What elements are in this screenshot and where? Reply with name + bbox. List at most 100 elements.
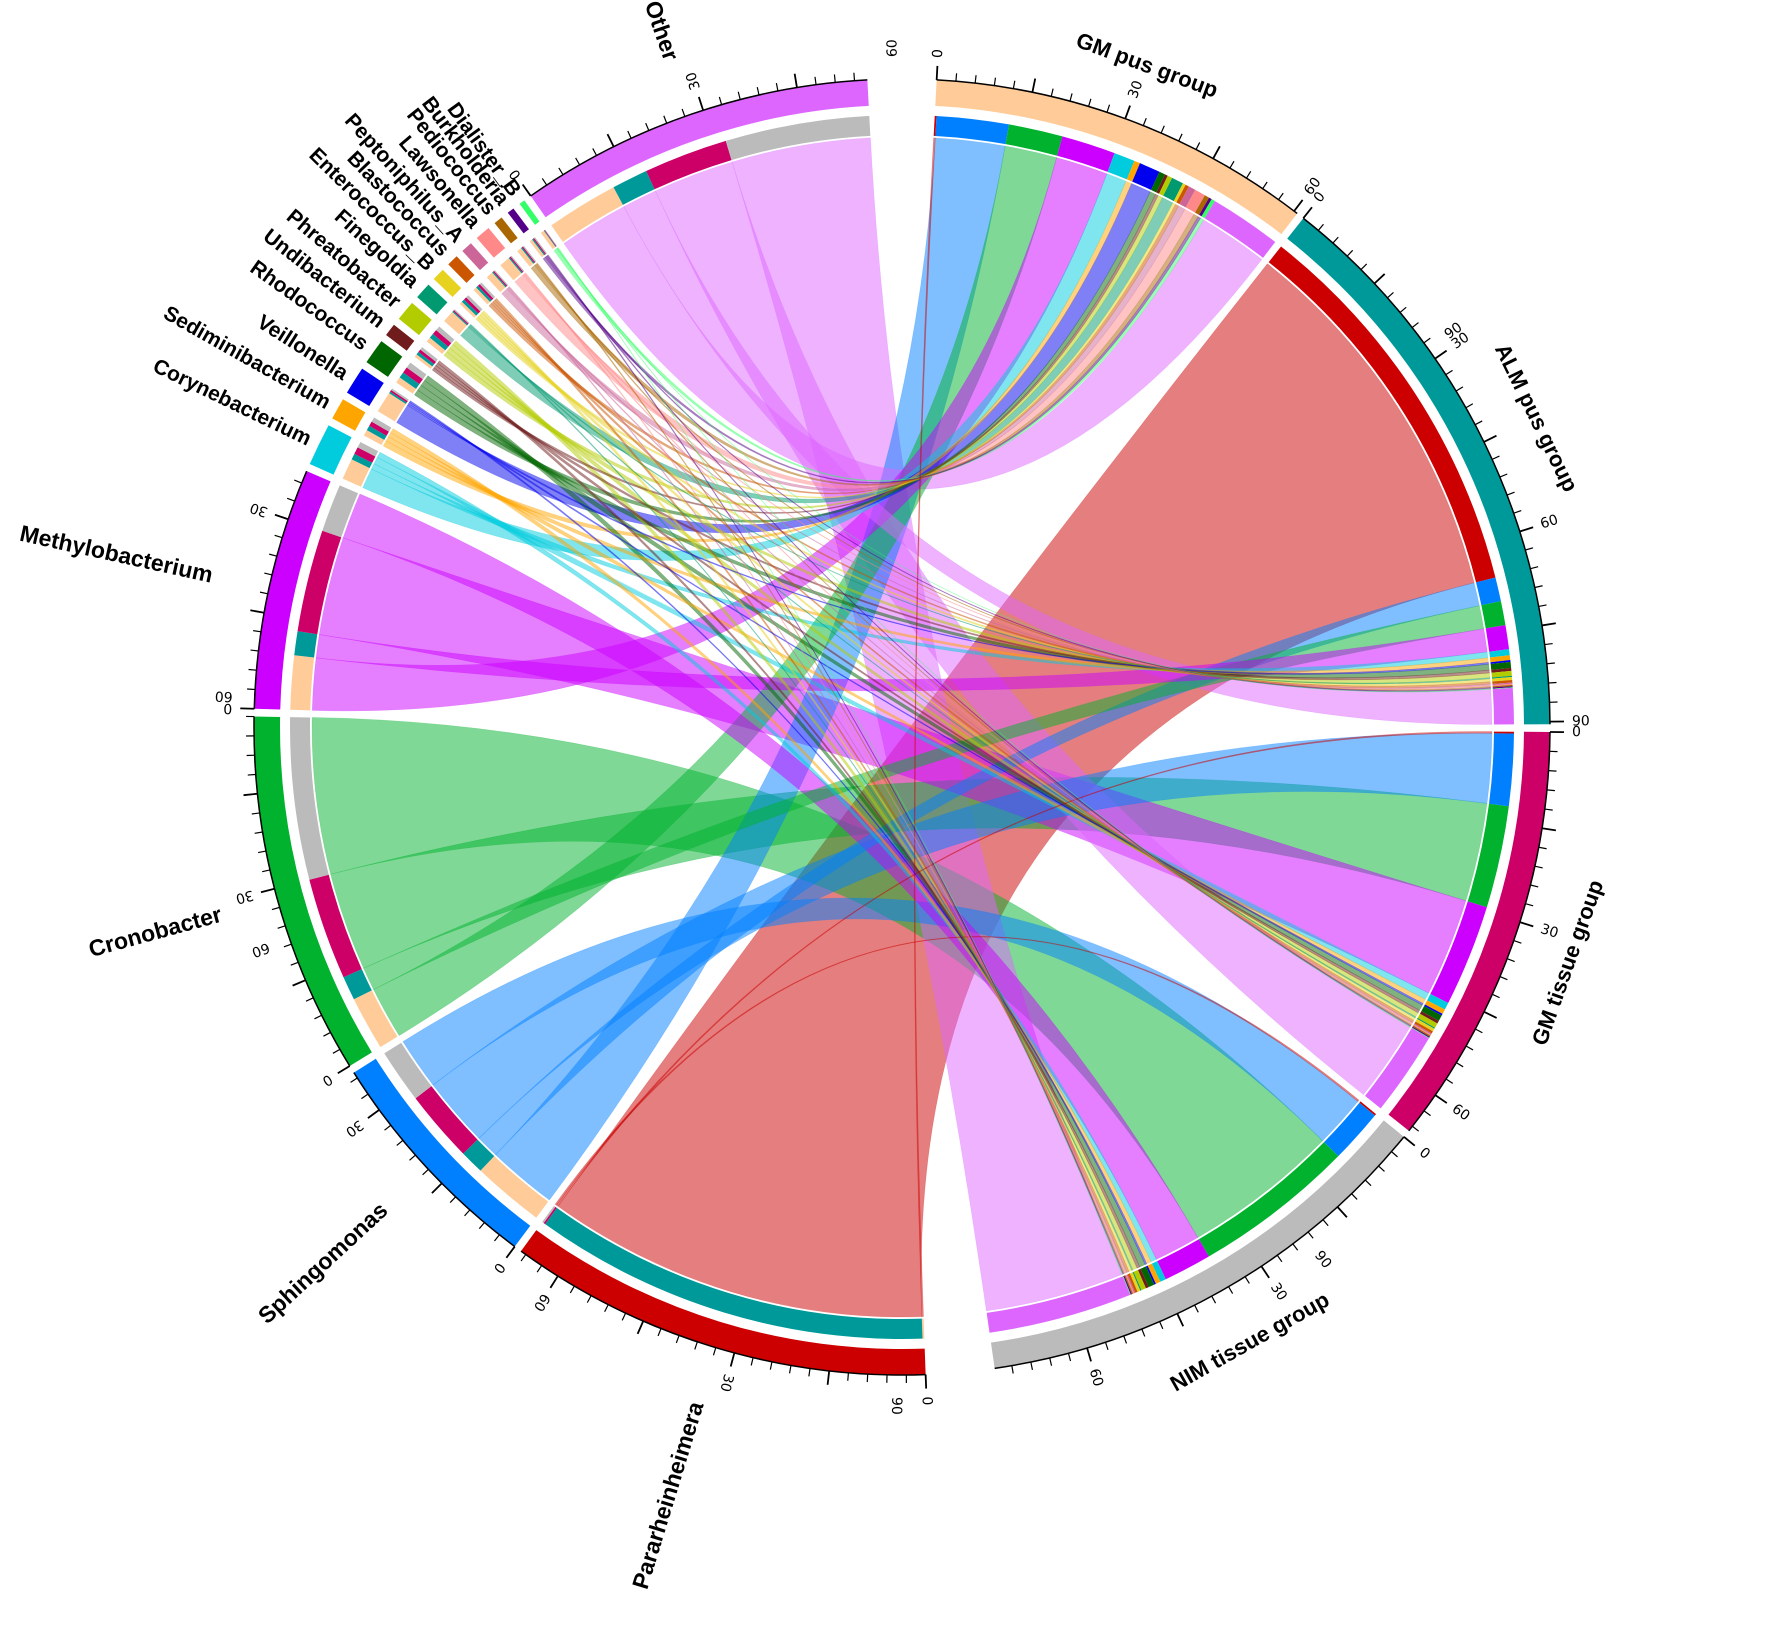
tick-other [575,157,581,166]
tick-label-pararheinheimera: 0 [918,1396,934,1405]
ribbon-methylobacterium-gm-pus-group [311,157,1108,712]
group-subarc-nim-tissue-group-rhodococcus [1140,1266,1155,1288]
ribbon-veillonella-nim-tissue-group [409,400,1148,1265]
group-subarc-gm-pus-group-finegoldia [1163,177,1183,202]
tick-cronobacter [292,979,306,987]
genus-subarc-pediococcus-nim-tissue-group [522,245,537,263]
tick-other [833,74,836,83]
tick-nim-tissue-group [1336,1206,1348,1218]
tick-pararheinheimera [520,1254,527,1262]
ribbon-lawsonella-nim-tissue-group [524,272,1127,1274]
ribbon-lawsonella-gm-tissue-group [523,273,1413,1025]
arc-methylobacterium [254,471,331,710]
group-subarc-gm-tissue-group-undibacterium [1419,1011,1439,1024]
tick-gm-pus-group [1106,104,1111,113]
tick-other [627,130,632,139]
group-subarc-nim-tissue-group-sediminibacterium [1147,1263,1161,1284]
tick-sphingomonas [478,1222,485,1230]
tick-gm-tissue-group [1530,884,1539,888]
axis-line-other [530,79,868,197]
arc-dialister-b [519,200,540,225]
tick-gm-tissue-group [1541,827,1557,832]
group-subarc-gm-tissue-group-dialister-b [1411,1027,1430,1039]
tick-gm-pus-group [1031,78,1037,93]
tick-alm-pus-group [1465,403,1474,409]
tick-label-gm-tissue-group: 30 [1538,921,1560,942]
genus-subarc-undibacterium-nim-tissue-group [420,347,438,362]
tick-gm-tissue-group [1506,958,1515,963]
genus-subarc-other-nim-tissue-group [725,115,871,161]
ribbon-finegoldia-alm-pus-group [468,325,1491,685]
group-subarc-nim-tissue-group-other [986,1276,1131,1333]
group-subarc-alm-pus-group-corynebacterium [1489,649,1510,658]
tick-other [606,133,615,148]
genus-subarc-pediococcus-gm-pus-group [517,248,534,267]
genus-subarc-lawsonella-gm-pus-group [500,258,522,281]
tick-alm-pus-group [1434,349,1448,360]
tick-label-other: 30 [683,70,704,92]
tick-gm-tissue-group [1548,770,1557,772]
tick-pararheinheimera [924,1374,928,1389]
genus-subarc-cronobacter-alm-pus-group [343,969,372,1000]
tick-methylobacterium [264,572,273,576]
tick-cronobacter [258,850,267,854]
genus-subarc-pediococcus-alm-pus-group [520,247,535,264]
tick-gm-tissue-group [1483,1010,1498,1019]
label-pararheinheimera: Pararheinheimera [627,1398,709,1592]
group-subarc-gm-pus-group-undibacterium [1156,174,1168,194]
tick-gm-pus-group [1195,142,1201,150]
tick-sphingomonas [409,1154,416,1161]
tick-gm-pus-group [1212,145,1221,160]
ribbon-peptoniphilus-a-gm-tissue-group [507,286,1414,1024]
genus-subarc-lawsonella-alm-pus-group [508,257,523,274]
ribbon-corynebacterium-alm-pus-group [371,463,1489,673]
genus-subarc-pararheinheimera-nim-tissue-group [542,1205,556,1224]
tick-other [718,96,723,105]
tick-gm-tissue-group [1455,1062,1464,1068]
tick-pararheinheimera [769,1361,773,1370]
arc-finegoldia [417,284,448,315]
tick-alm-pus-group [1546,662,1555,665]
ribbon-lawsonella-alm-pus-group [522,273,1491,691]
genus-subarc-corynebacterium-gm-tissue-group [354,447,376,463]
group-subarc-alm-pus-group-peptoniphilus-a [1492,682,1513,686]
label-cronobacter: Cronobacter [86,901,225,962]
group-subarc-gm-pus-group-sphingomonas [935,115,1010,145]
tick-nim-tissue-group [1011,1365,1014,1374]
group-subarc-nim-tissue-group-pararheinheimera [1359,1101,1377,1116]
genus-subarc-burkholderia-gm-tissue-group [533,237,547,255]
tick-cronobacter [247,773,256,776]
tick-gm-pus-group [1293,199,1304,212]
tick-gm-tissue-group [1513,939,1522,944]
ribbon-pararheinheimera-gm-pus-group [913,137,936,1317]
arc-veillonella [346,368,384,406]
tick-label-gm-pus-group: 30 [1125,79,1146,101]
genus-subarc-corynebacterium-alm-pus-group [351,453,373,469]
ribbon-veillonella-gm-pus-group [396,183,1151,534]
group-subarc-gm-tissue-group-lawsonella [1413,1024,1432,1036]
arc-lawsonella [476,228,506,258]
tick-nim-tissue-group [1086,1347,1092,1362]
genus-subarc-sediminibacterium-nim-tissue-group [371,417,392,432]
group-subarc-gm-pus-group-lawsonella [1185,189,1205,213]
tick-label-methylobacterium: 0 [223,700,232,716]
tick-pararheinheimera [536,1265,543,1273]
group-subarc-alm-pus-group-undibacterium [1491,667,1512,673]
tick-cronobacter [283,943,292,948]
group-subarc-gm-tissue-group-burkholderia [1412,1026,1430,1038]
group-subarc-alm-pus-group-enterococcus-b [1492,676,1513,682]
axis-line-pararheinheimera [520,1250,926,1376]
tick-alm-pus-group [1387,292,1394,299]
tick-label-gm-tissue-group: 60 [1449,1101,1473,1124]
tick-gm-tissue-group [1546,789,1555,792]
group-subarc-gm-tissue-group-cronobacter [1467,803,1509,908]
tick-methylobacterium [259,591,268,595]
ribbon-finegoldia-gm-tissue-group [468,324,1417,1019]
group-subarc-gm-pus-group-burkholderia [1199,197,1212,217]
genus-subarc-enterococcus-b-gm-pus-group [459,301,477,318]
tick-sphingomonas [464,1209,471,1217]
group-subarc-gm-pus-group-peptoniphilus-a [1179,186,1196,208]
tick-sphingomonas [350,1077,358,1083]
genus-subarc-burkholderia-nim-tissue-group [534,237,547,254]
tick-gm-pus-group [1012,80,1016,89]
